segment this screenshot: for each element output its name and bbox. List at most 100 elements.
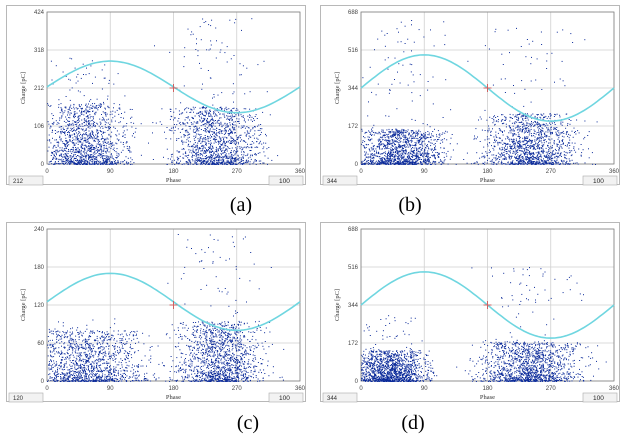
scatter-point [92,116,94,118]
scatter-point [194,151,196,153]
scatter-point [385,160,387,162]
scatter-point [536,161,538,163]
scatter-point [55,65,57,67]
scatter-point [231,114,233,116]
scatter-point [222,149,224,151]
scatter-point [399,159,401,161]
scatter-point [68,78,70,80]
scatter-point [69,130,71,132]
scatter-point [392,149,394,151]
scatter-point [419,131,421,133]
scatter-point [541,115,543,116]
scatter-point [421,159,422,160]
scatter-point [408,157,409,159]
scatter-point [533,163,535,165]
scatter-point [198,116,200,118]
scatter-point [206,157,208,159]
scatter-point [505,126,507,128]
scatter-point [521,121,523,123]
scatter-point [60,138,62,140]
scatter-point [438,138,440,140]
scatter-point [530,143,532,144]
scatter-point [214,110,216,112]
scatter-point [233,101,234,103]
scatter-point [201,159,203,161]
scatter-point [529,157,531,159]
scatter-point [526,156,528,158]
scatter-point [78,125,80,127]
scatter-point [174,117,175,119]
scatter-point [388,152,389,153]
scatter-point [432,151,433,153]
scatter-point [206,149,208,151]
scatter-point [446,139,448,141]
scatter-point [213,112,215,114]
scatter-point [388,137,390,139]
scatter-point [148,142,149,144]
scatter-point [231,109,232,111]
scatter-point [410,141,412,143]
scatter-point [505,138,507,140]
scatter-point [387,155,389,157]
scatter-point [111,119,113,121]
scatter-point [419,74,421,76]
scatter-point [531,135,533,137]
scatter-point [524,153,525,155]
scatter-point [559,78,561,80]
scatter-point [232,127,234,129]
scatter-point [230,58,232,60]
scatter-point [65,137,67,139]
scatter-point [168,129,170,131]
scatter-point [205,113,207,115]
scatter-point [215,154,217,156]
scatter-point [245,146,247,148]
scatter-point [576,162,578,164]
scatter-point [200,162,202,164]
scatter-point [400,145,402,147]
scatter-point [401,158,403,160]
scatter-point [241,163,243,165]
scatter-point [422,123,424,125]
scatter-point [193,121,195,123]
scatter-point [524,161,526,163]
scatter-point [89,154,91,156]
scatter-point [103,150,105,152]
scatter-point [370,153,372,155]
scatter-point [83,114,85,116]
scatter-point [384,163,386,165]
scatter-point [114,127,116,129]
scatter-point [402,154,404,155]
scatter-point [52,115,54,116]
scatter-point [539,153,541,155]
scatter-point [380,141,382,142]
scatter-point [535,123,537,125]
scatter-point [512,135,514,137]
scatter-point [378,151,379,153]
scatter-point [206,123,208,125]
scatter-point [65,145,67,147]
scatter-point [176,162,178,164]
scatter-point [82,128,84,130]
scatter-point [86,134,88,136]
scatter-point [180,113,182,115]
scatter-point [62,150,64,152]
scatter-point [122,126,124,128]
scatter-point [219,122,221,124]
scatter-point [73,161,75,163]
scatter-point [100,106,102,107]
scatter-point [231,118,233,120]
scatter-point [422,134,423,136]
scatter-point [526,141,528,143]
scatter-point [229,139,231,141]
scatter-point [395,151,396,153]
scatter-point [76,160,78,161]
scatter-point [548,136,550,138]
scatter-point [216,115,218,117]
scatter-point [512,128,514,130]
scatter-point [189,126,191,128]
scatter-point [232,137,234,139]
scatter-point [83,163,85,165]
scatter-point [205,115,206,117]
scatter-point [125,156,127,158]
scatter-point [421,161,423,163]
